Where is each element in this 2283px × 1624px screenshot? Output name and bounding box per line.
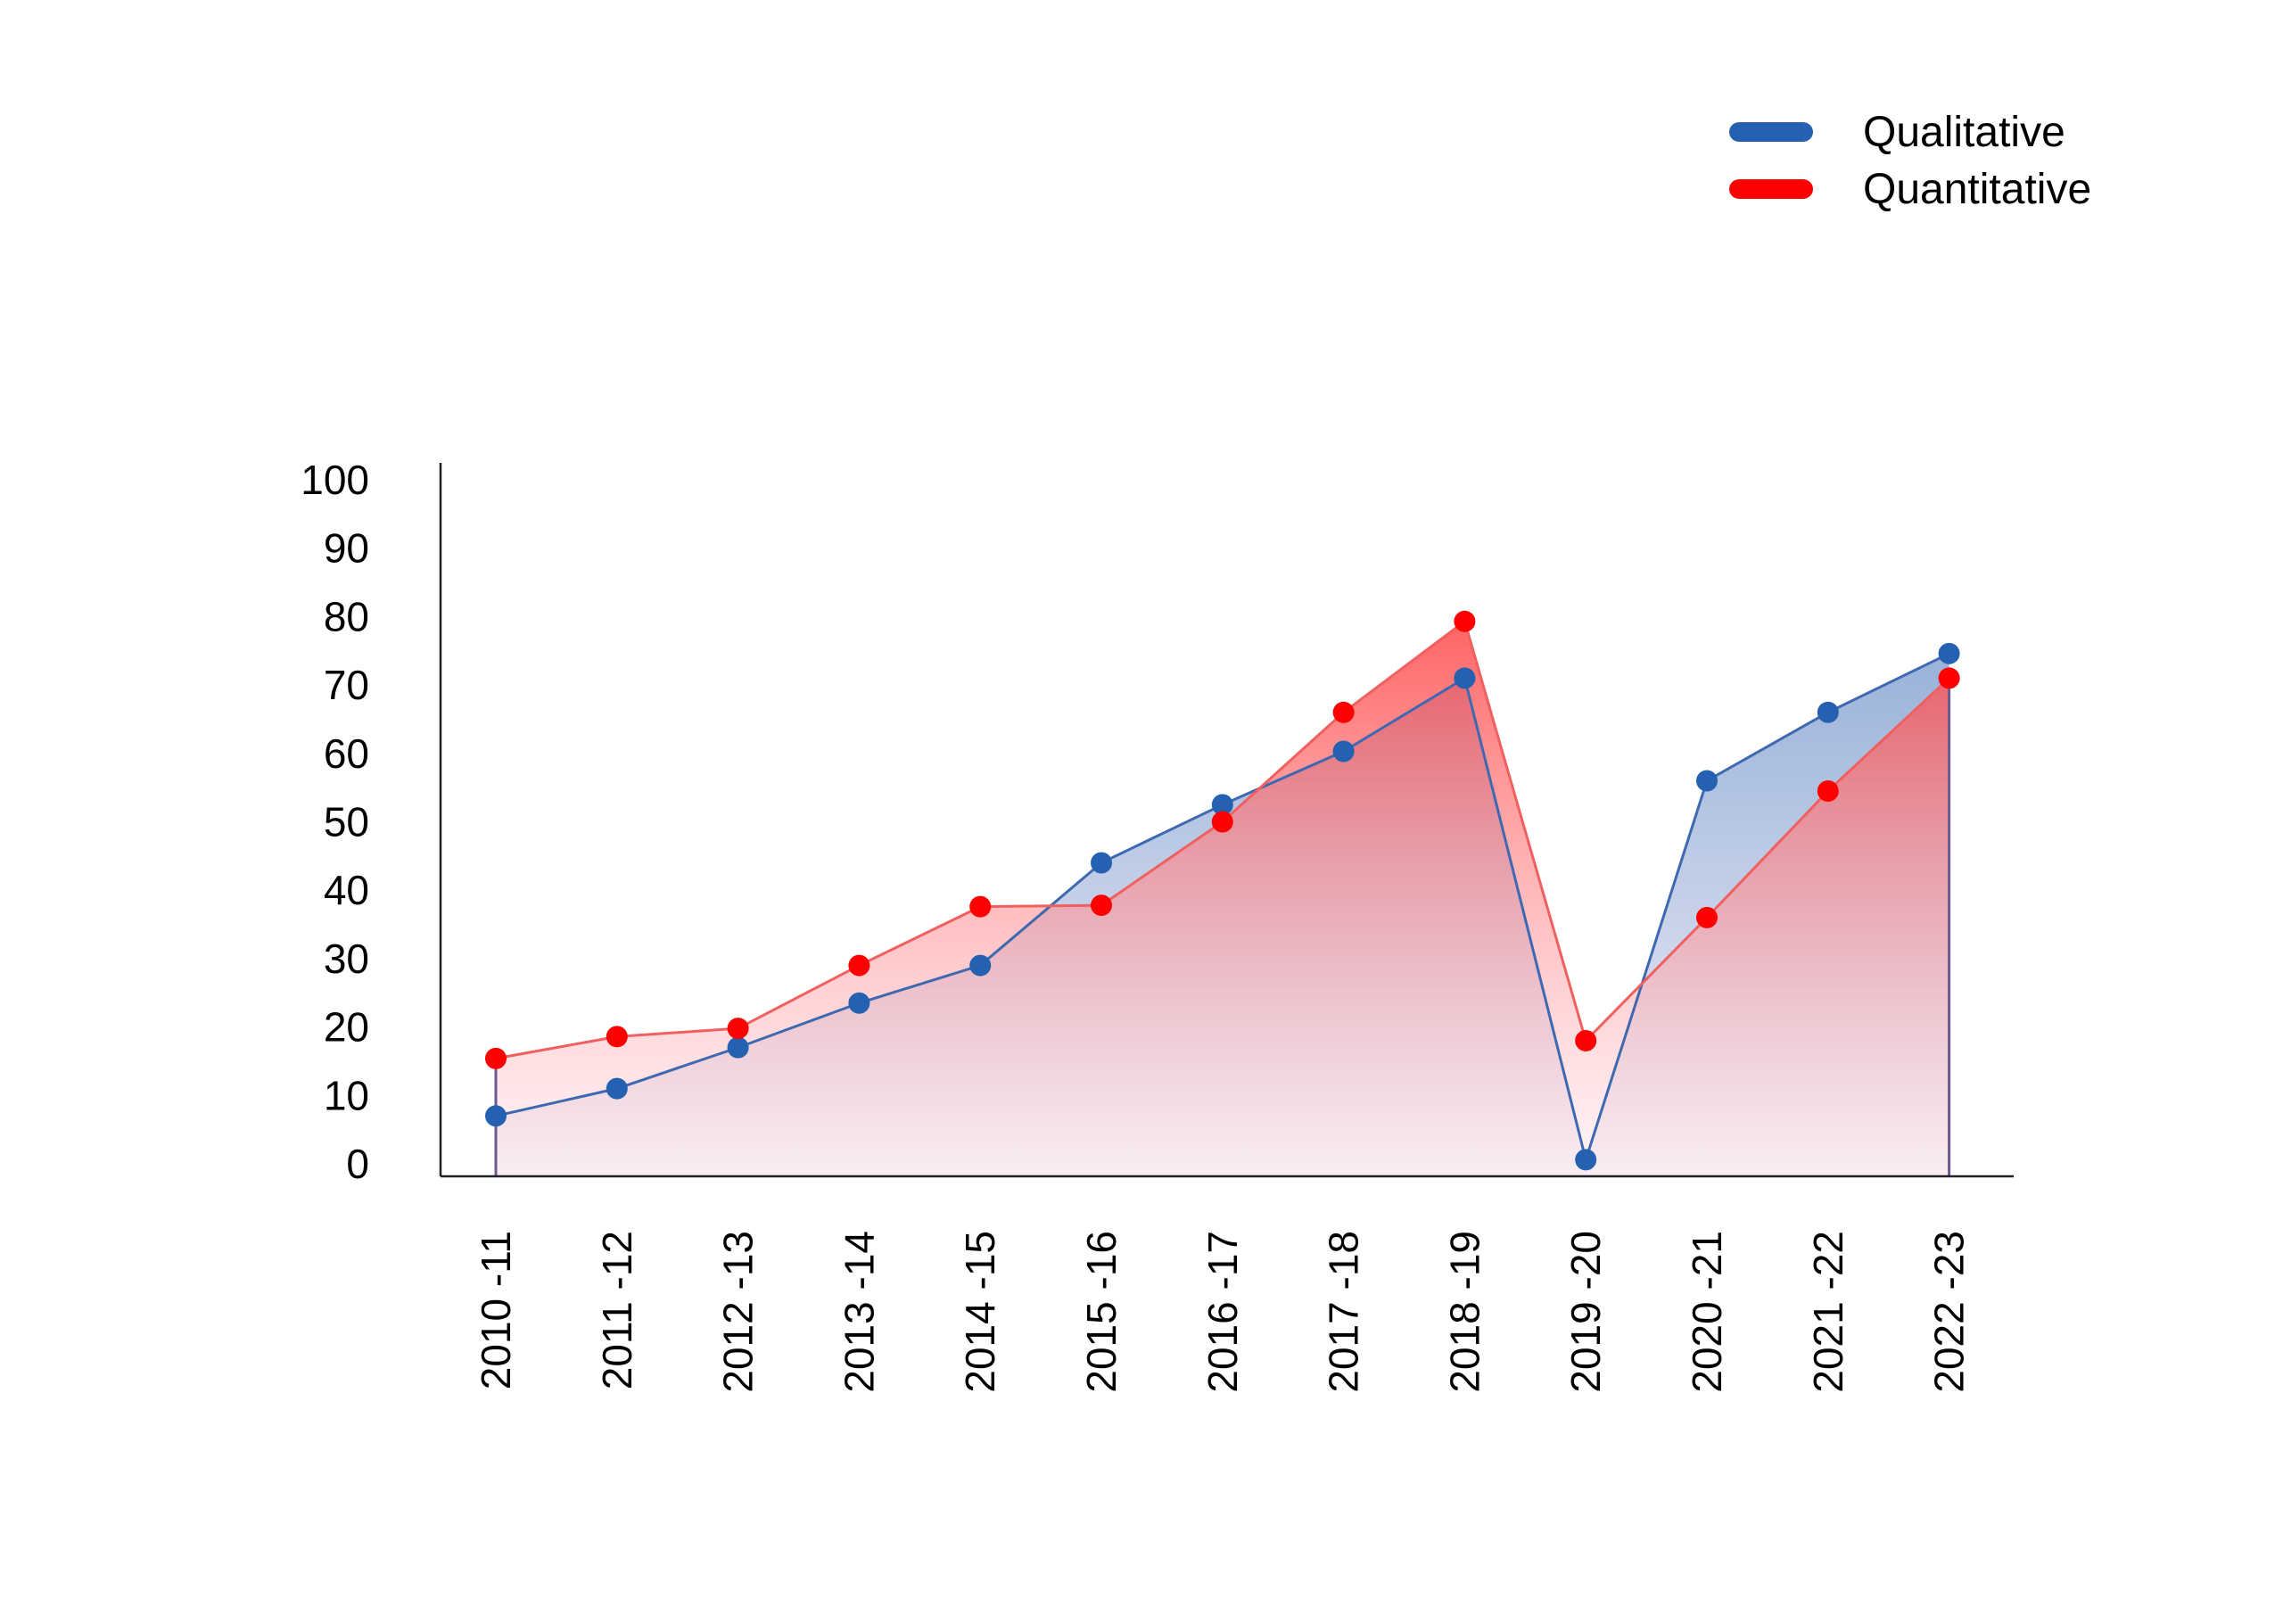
point-quantitative — [727, 1018, 749, 1040]
point-quantitative — [848, 954, 870, 977]
point-quantitative — [1454, 610, 1476, 632]
x-tick-label: 2016 -17 — [1199, 1231, 1246, 1393]
point-qualitative — [1332, 740, 1355, 763]
y-tick-label: 10 — [324, 1072, 369, 1118]
point-quantitative — [1575, 1029, 1597, 1051]
point-quantitative — [1938, 667, 1960, 689]
area-quantitative — [496, 621, 1949, 1176]
x-tick-label: 2019 -20 — [1562, 1231, 1609, 1393]
x-tick-label: 2012 -13 — [715, 1231, 762, 1393]
y-tick-label: 60 — [324, 730, 369, 777]
y-tick-label: 50 — [324, 799, 369, 845]
y-tick-label: 90 — [324, 525, 369, 572]
point-qualitative — [1211, 794, 1233, 816]
point-qualitative — [606, 1077, 628, 1100]
point-qualitative — [1817, 701, 1839, 723]
point-quantitative — [1332, 701, 1355, 723]
x-tick-label: 2021 -22 — [1805, 1231, 1851, 1393]
x-tick-label: 2014 -15 — [957, 1231, 1003, 1393]
point-quantitative — [1091, 894, 1112, 917]
point-quantitative — [1696, 906, 1718, 928]
point-qualitative — [1696, 770, 1718, 792]
point-quantitative — [1817, 779, 1839, 802]
point-qualitative — [969, 954, 992, 977]
x-tick-label: 2018 -19 — [1441, 1231, 1488, 1393]
point-qualitative — [1454, 667, 1476, 689]
x-tick-label: 2011 -12 — [594, 1231, 640, 1389]
x-tick-label: 2022 -23 — [1926, 1231, 1973, 1393]
x-tick-label: 2017 -18 — [1321, 1231, 1367, 1393]
y-tick-label: 80 — [324, 593, 369, 639]
point-quantitative — [485, 1047, 507, 1069]
point-qualitative — [1938, 642, 1960, 664]
x-tick-label: 2020 -21 — [1684, 1231, 1730, 1393]
point-qualitative — [848, 992, 870, 1014]
point-qualitative — [485, 1105, 507, 1127]
x-tick-label: 2013 -14 — [836, 1231, 882, 1393]
y-tick-label: 100 — [301, 457, 369, 503]
y-tick-label: 20 — [324, 1004, 369, 1051]
legend-label-qualitative: Qualitative — [1863, 109, 2065, 156]
point-quantitative — [606, 1026, 628, 1048]
legend-label-quantitative: Quantitative — [1863, 166, 2091, 213]
y-tick-label: 30 — [324, 936, 369, 982]
point-qualitative — [1091, 852, 1112, 874]
y-tick-label: 40 — [324, 867, 369, 913]
y-tick-label: 70 — [324, 662, 369, 708]
x-tick-label: 2010 -11 — [473, 1231, 519, 1389]
point-quantitative — [1211, 811, 1233, 833]
point-quantitative — [969, 895, 992, 918]
y-tick-label: 0 — [346, 1141, 369, 1187]
point-qualitative — [1575, 1149, 1597, 1171]
x-tick-label: 2015 -16 — [1078, 1231, 1125, 1393]
point-qualitative — [727, 1036, 749, 1059]
